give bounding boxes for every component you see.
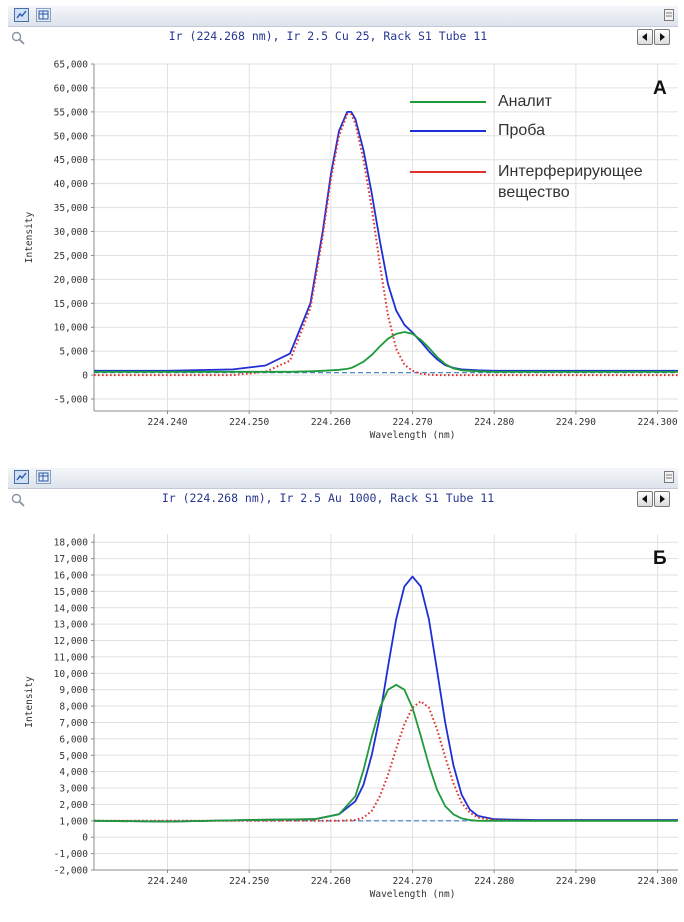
panel-menu-icon[interactable] — [664, 9, 674, 21]
y-tick-label: 1,000 — [59, 816, 88, 827]
series-line — [94, 113, 678, 377]
panel-toolbar — [8, 468, 678, 489]
y-tick-label: 18,000 — [54, 538, 89, 549]
y-axis-label: Intensity — [24, 676, 35, 728]
x-tick-label: 224.290 — [556, 876, 596, 887]
y-tick-label: 4,000 — [59, 767, 88, 778]
legend-label-analyte: Аналит — [498, 93, 553, 110]
y-tick-label: 2,000 — [59, 800, 88, 811]
y-axis-label: Intensity — [24, 211, 35, 263]
x-tick-label: 224.260 — [311, 876, 351, 887]
next-arrow-icon[interactable] — [654, 29, 670, 45]
x-tick-label: 224.270 — [393, 876, 433, 887]
plot-background — [94, 534, 678, 870]
y-tick-label: 16,000 — [54, 570, 89, 581]
y-tick-label: 50,000 — [54, 131, 89, 142]
y-tick-label: -5,000 — [54, 395, 89, 406]
y-tick-label: 35,000 — [54, 203, 89, 214]
legend-label-sample: Проба — [498, 122, 545, 139]
y-tick-label: 11,000 — [54, 652, 89, 663]
y-tick-label: 0 — [82, 371, 88, 382]
y-tick-label: 7,000 — [59, 718, 88, 729]
x-tick-label: 224.260 — [311, 417, 351, 428]
previous-arrow-icon[interactable] — [637, 29, 653, 45]
panel-menu-icon[interactable] — [664, 471, 674, 483]
panel-letter: Б — [653, 548, 667, 569]
y-tick-label: 14,000 — [54, 603, 89, 614]
y-tick-label: 0 — [82, 833, 88, 844]
chart-title: Ir (224.268 nm), Ir 2.5 Au 1000, Rack S1… — [161, 491, 495, 505]
x-tick-label: 224.240 — [147, 876, 187, 887]
y-tick-label: -1,000 — [54, 849, 89, 860]
chart-title: Ir (224.268 nm), Ir 2.5 Cu 25, Rack S1 T… — [168, 29, 488, 43]
x-tick-label: 224.250 — [229, 417, 269, 428]
y-tick-label: 17,000 — [54, 554, 89, 565]
y-tick-label: 5,000 — [59, 751, 88, 762]
y-tick-label: 20,000 — [54, 275, 89, 286]
y-tick-label: 5,000 — [59, 347, 88, 358]
plot-background — [94, 64, 678, 411]
y-tick-label: 15,000 — [54, 587, 89, 598]
x-tick-label: 224.300 — [638, 876, 678, 887]
y-tick-label: 12,000 — [54, 636, 89, 647]
legend-swatch-sample — [410, 130, 486, 132]
y-tick-label: 3,000 — [59, 784, 88, 795]
previous-arrow-icon[interactable] — [637, 491, 653, 507]
y-tick-label: 30,000 — [54, 227, 89, 238]
x-tick-label: 224.280 — [474, 876, 514, 887]
chart-view-icon[interactable] — [14, 8, 29, 22]
x-tick-label: 224.290 — [556, 417, 596, 428]
zoom-icon[interactable] — [11, 31, 25, 45]
y-tick-label: 6,000 — [59, 734, 88, 745]
y-tick-label: 40,000 — [54, 179, 89, 190]
y-tick-label: 25,000 — [54, 251, 89, 262]
y-tick-label: 15,000 — [54, 299, 89, 310]
y-tick-label: 8,000 — [59, 702, 88, 713]
chart-view-icon[interactable] — [14, 470, 29, 484]
y-tick-label: 60,000 — [54, 83, 89, 94]
x-tick-label: 224.280 — [474, 417, 514, 428]
table-view-icon[interactable] — [36, 8, 51, 22]
x-tick-label: 224.240 — [147, 417, 187, 428]
y-tick-label: 45,000 — [54, 155, 89, 166]
x-tick-label: 224.270 — [393, 417, 433, 428]
legend-label-interferent: Интерферирующее вещество — [498, 163, 643, 201]
chart-panel-a: Ir (224.268 nm), Ir 2.5 Cu 25, Rack S1 T… — [8, 6, 678, 456]
y-tick-label: 55,000 — [54, 107, 89, 118]
table-view-icon[interactable] — [36, 470, 51, 484]
x-tick-label: 224.300 — [638, 417, 678, 428]
plot-area: -2,000 -1,000 0 1,000 2,000 3,000 4,000 5,000 6,… — [24, 534, 678, 900]
zoom-icon[interactable] — [11, 493, 25, 507]
x-axis-label: Wavelength (nm) — [370, 889, 456, 900]
x-axis-label: Wavelength (nm) — [370, 430, 456, 441]
panel-letter: А — [653, 78, 667, 99]
series-line — [94, 331, 678, 373]
legend-swatch-interferent — [410, 171, 486, 173]
y-tick-label: -2,000 — [54, 866, 89, 877]
plot-area: -5,000 0 5,000 10,000 15,000 20,000 25,000 30,0… — [24, 60, 678, 441]
y-tick-label: 10,000 — [54, 323, 89, 334]
y-tick-label: 10,000 — [54, 669, 89, 680]
y-tick-label: 9,000 — [59, 685, 88, 696]
chart-panel-b: Ir (224.268 nm), Ir 2.5 Au 1000, Rack S1… — [8, 468, 678, 916]
y-tick-label: 65,000 — [54, 60, 89, 71]
panel-toolbar — [8, 6, 678, 27]
next-arrow-icon[interactable] — [654, 491, 670, 507]
y-tick-label: 13,000 — [54, 620, 89, 631]
legend-swatch-analyte — [410, 101, 486, 103]
series-line — [93, 683, 678, 823]
x-tick-label: 224.250 — [229, 876, 269, 887]
series-line — [94, 700, 678, 822]
